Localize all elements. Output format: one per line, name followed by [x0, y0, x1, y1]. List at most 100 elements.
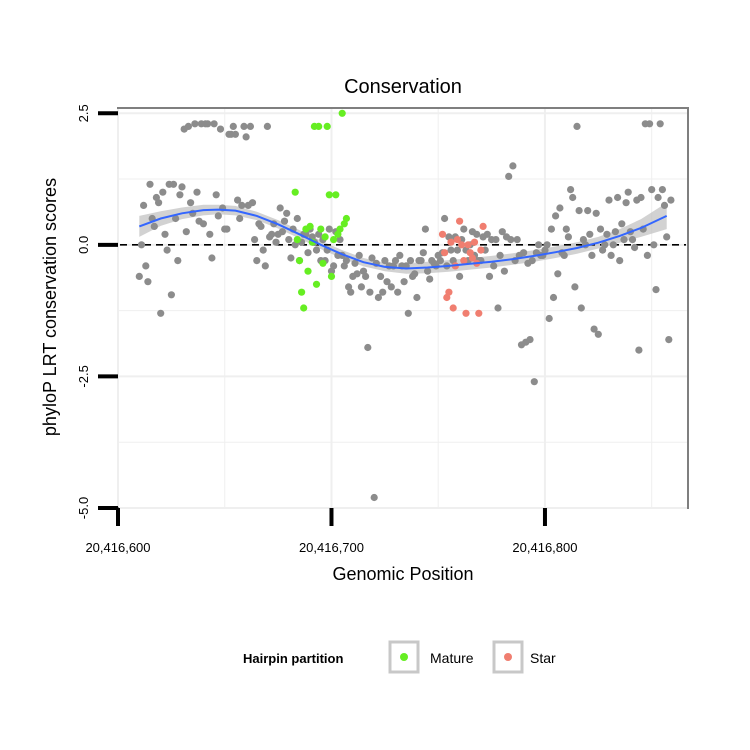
- other-point: [552, 212, 560, 220]
- other-point: [240, 122, 248, 130]
- star-point: [447, 238, 455, 246]
- star-point: [445, 288, 453, 296]
- mature-point: [300, 304, 308, 312]
- other-point: [485, 272, 494, 280]
- other-point: [460, 225, 468, 233]
- star-point: [456, 217, 464, 225]
- mature-point: [321, 233, 329, 241]
- mature-point: [306, 222, 314, 230]
- other-point: [447, 246, 455, 254]
- other-point: [362, 272, 370, 280]
- star-point: [460, 257, 468, 265]
- other-point: [652, 286, 660, 294]
- other-point: [208, 254, 216, 262]
- legend-label-mature: Mature: [430, 650, 474, 666]
- other-point: [547, 225, 556, 233]
- star-point: [475, 309, 483, 317]
- other-point: [150, 222, 158, 230]
- other-point: [646, 120, 654, 128]
- other-point: [374, 293, 382, 302]
- other-point: [643, 251, 652, 259]
- other-point: [276, 204, 284, 212]
- other-point: [146, 180, 154, 188]
- other-point: [370, 493, 378, 502]
- other-point: [248, 199, 257, 207]
- other-point: [492, 236, 500, 244]
- other-point: [498, 228, 506, 236]
- other-point: [543, 241, 551, 249]
- other-point: [648, 186, 656, 194]
- other-point: [242, 133, 250, 141]
- other-point: [586, 230, 594, 238]
- other-point: [364, 343, 372, 352]
- other-point: [347, 288, 355, 296]
- other-point: [500, 267, 508, 275]
- mature-point: [317, 225, 325, 233]
- mature-point: [293, 236, 301, 244]
- other-point: [229, 122, 237, 130]
- other-point: [157, 309, 165, 317]
- other-point: [293, 214, 301, 223]
- y-tick-label: 2.5: [76, 104, 91, 122]
- other-point: [404, 309, 412, 317]
- other-point: [575, 207, 583, 215]
- mature-point: [342, 214, 350, 223]
- other-point: [663, 233, 671, 241]
- other-point: [592, 209, 600, 217]
- other-point: [554, 270, 562, 278]
- other-point: [601, 241, 609, 249]
- other-point: [490, 262, 498, 270]
- star-point: [438, 230, 447, 238]
- other-point: [417, 257, 425, 265]
- other-point: [394, 288, 402, 296]
- other-point: [419, 249, 427, 257]
- other-point: [665, 336, 673, 344]
- star-point: [462, 309, 470, 317]
- other-point: [400, 278, 408, 286]
- other-point: [216, 125, 225, 133]
- other-point: [223, 225, 231, 233]
- mature-point: [330, 236, 338, 244]
- other-point: [272, 238, 280, 246]
- other-point: [494, 304, 502, 312]
- other-point: [342, 257, 350, 265]
- other-point: [140, 201, 148, 209]
- other-point: [520, 249, 528, 257]
- other-point: [614, 193, 622, 202]
- legend-key-mature: [388, 640, 420, 674]
- other-point: [473, 230, 481, 238]
- other-point: [238, 201, 246, 209]
- other-point: [620, 236, 628, 244]
- other-point: [199, 220, 207, 228]
- legend: Hairpin partition Mature Star: [243, 640, 556, 674]
- smooth-line: [138, 208, 668, 270]
- star-point: [449, 304, 457, 312]
- other-point: [426, 275, 434, 283]
- legend-dot-mature: [400, 653, 408, 661]
- mature-point: [325, 191, 333, 199]
- other-point: [622, 199, 630, 207]
- mature-point: [304, 267, 312, 275]
- other-point: [496, 251, 504, 259]
- other-point: [577, 304, 585, 312]
- other-point: [161, 230, 169, 238]
- star-point: [479, 222, 487, 230]
- x-axis-title: Genomic Position: [332, 564, 473, 584]
- y-tick-label: -5.0: [76, 497, 91, 519]
- other-point: [650, 241, 658, 249]
- other-point: [155, 199, 163, 207]
- other-point: [377, 272, 385, 280]
- other-point: [268, 230, 276, 238]
- other-point: [174, 257, 182, 265]
- other-point: [441, 214, 449, 223]
- other-point: [304, 249, 312, 257]
- other-point: [667, 196, 675, 204]
- star-point: [453, 236, 461, 244]
- other-point: [564, 233, 573, 241]
- other-point: [231, 130, 239, 138]
- other-point: [571, 283, 579, 291]
- other-point: [654, 193, 662, 202]
- other-point: [396, 251, 404, 259]
- other-point: [436, 257, 444, 265]
